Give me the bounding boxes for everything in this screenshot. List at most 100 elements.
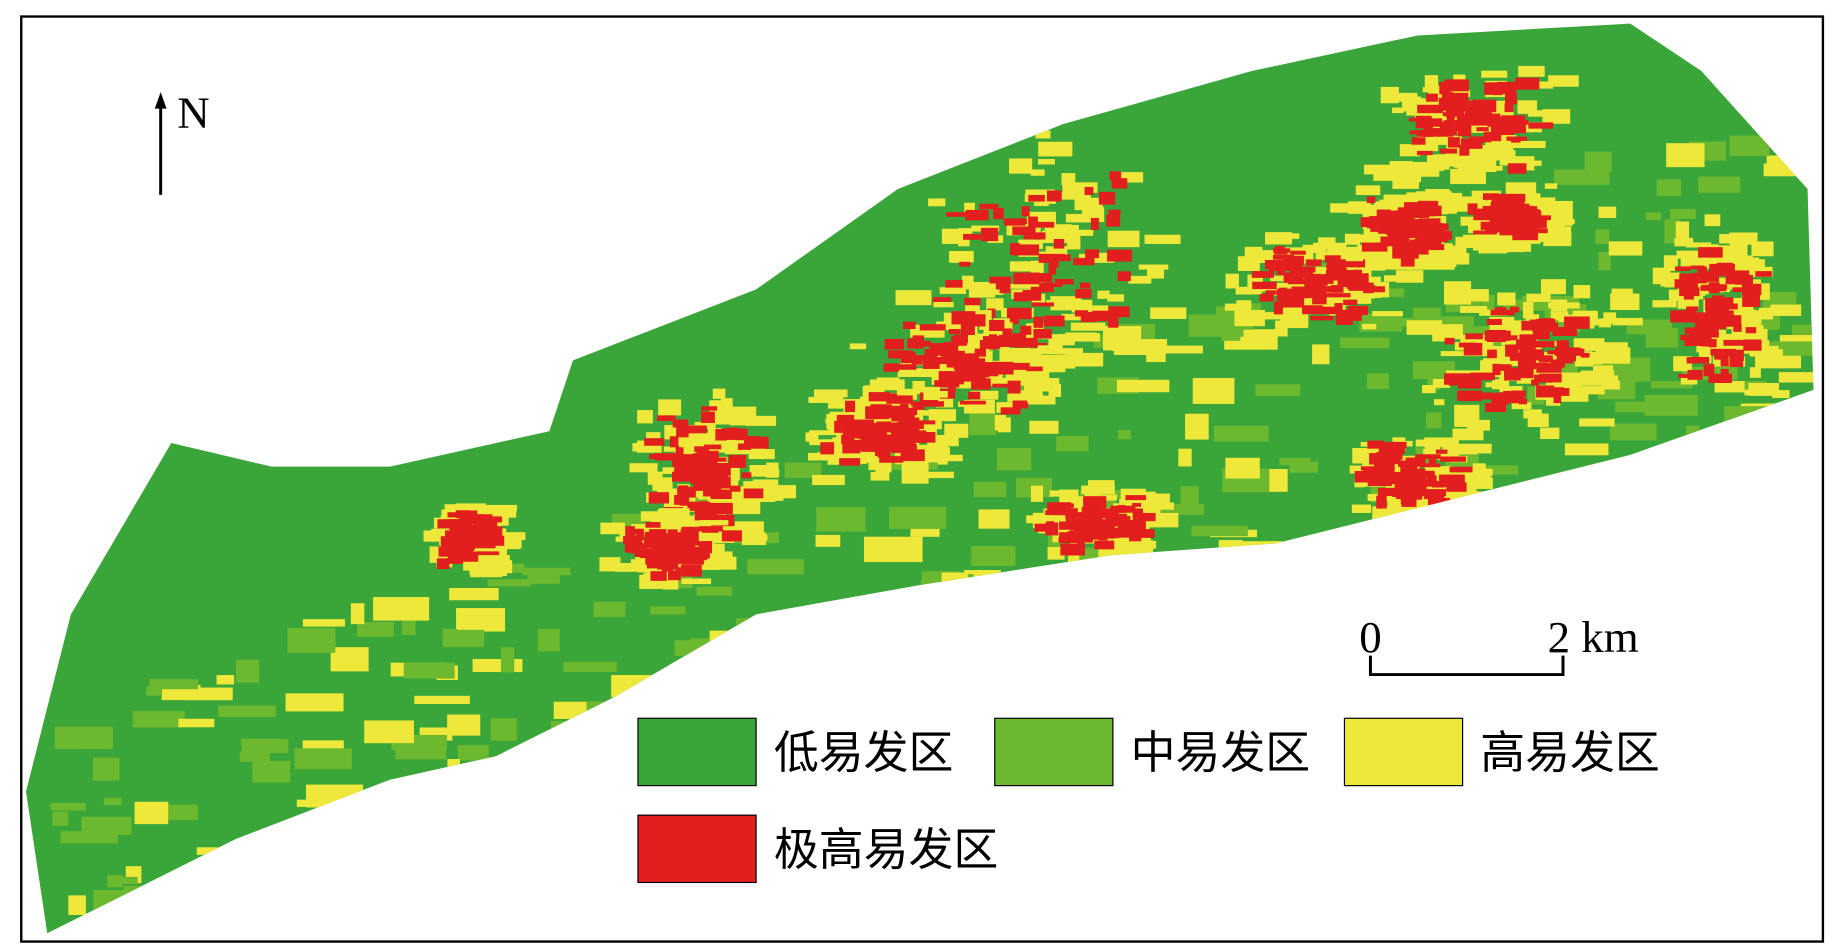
raster-patch	[968, 391, 981, 400]
raster-patch	[473, 521, 498, 530]
raster-patch	[72, 735, 107, 749]
raster-patch	[868, 392, 890, 402]
raster-patch	[1458, 443, 1492, 454]
raster-patch	[674, 463, 690, 472]
raster-patch	[963, 233, 981, 240]
raster-patch	[1510, 223, 1534, 231]
raster-patch	[1524, 352, 1544, 358]
raster-patch	[1266, 469, 1288, 492]
raster-patch	[865, 443, 874, 451]
raster-patch	[1677, 297, 1699, 309]
raster-patch	[865, 422, 888, 433]
raster-patch	[1556, 352, 1577, 362]
raster-patch	[679, 497, 690, 506]
legend-swatch	[994, 717, 1114, 787]
raster-patch	[483, 532, 498, 545]
raster-patch	[1084, 186, 1094, 196]
raster-patch	[1340, 259, 1366, 268]
raster-patch	[1377, 487, 1403, 497]
raster-patch	[1117, 505, 1126, 513]
raster-patch	[1498, 120, 1508, 133]
raster-patch	[1055, 348, 1083, 355]
raster-patch	[1548, 75, 1579, 87]
raster-patch	[645, 539, 665, 549]
raster-patch	[447, 512, 462, 518]
raster-patch	[1405, 462, 1418, 471]
raster-patch	[1603, 312, 1617, 324]
raster-patch	[1076, 523, 1102, 529]
raster-patch	[1273, 248, 1291, 253]
raster-patch	[1708, 373, 1733, 384]
raster-patch	[1121, 520, 1146, 531]
raster-patch	[1059, 521, 1081, 530]
raster-patch	[330, 647, 369, 672]
raster-patch	[1073, 257, 1095, 266]
raster-patch	[1690, 265, 1705, 270]
raster-patch	[1391, 446, 1405, 455]
raster-patch	[941, 228, 964, 244]
raster-patch	[826, 452, 844, 458]
raster-patch	[1508, 123, 1527, 134]
raster-patch	[1554, 169, 1610, 185]
legend-label: 低易发区	[774, 728, 954, 778]
raster-patch	[1425, 189, 1450, 198]
raster-patch	[707, 502, 733, 515]
raster-patch	[395, 739, 447, 760]
raster-patch	[1595, 342, 1628, 354]
raster-patch	[1710, 265, 1730, 274]
raster-patch	[648, 454, 664, 459]
raster-patch	[843, 410, 866, 422]
raster-patch	[1376, 468, 1394, 475]
raster-patch	[665, 539, 692, 548]
raster-patch	[178, 718, 215, 728]
raster-patch	[1128, 275, 1152, 284]
raster-patch	[949, 251, 974, 263]
raster-patch	[236, 659, 260, 683]
raster-patch	[1651, 381, 1693, 389]
raster-patch	[1108, 306, 1130, 318]
raster-patch	[1512, 227, 1539, 241]
raster-patch	[946, 212, 971, 217]
raster-patch	[1071, 516, 1084, 526]
raster-patch	[953, 354, 980, 362]
raster-patch	[1531, 215, 1551, 221]
raster-patch	[934, 380, 960, 388]
raster-patch	[1492, 363, 1501, 376]
raster-patch	[1484, 82, 1503, 95]
raster-patch	[1038, 254, 1050, 263]
raster-patch	[1497, 292, 1516, 306]
raster-patch	[1745, 327, 1757, 334]
raster-patch	[1720, 355, 1729, 367]
raster-patch	[729, 485, 741, 492]
raster-patch	[1501, 336, 1517, 346]
raster-patch	[1399, 144, 1420, 157]
raster-patch	[1044, 224, 1072, 234]
raster-patch	[294, 748, 352, 770]
raster-patch	[1509, 306, 1520, 313]
raster-patch	[917, 340, 931, 347]
raster-patch	[1465, 333, 1483, 340]
raster-patch	[1464, 114, 1490, 126]
raster-patch	[1003, 362, 1030, 370]
raster-patch	[1039, 282, 1063, 288]
raster-patch	[667, 570, 681, 581]
raster-patch	[969, 410, 997, 436]
raster-patch	[948, 329, 961, 335]
raster-patch	[1404, 212, 1415, 223]
raster-patch	[447, 714, 481, 736]
raster-patch	[1518, 65, 1545, 77]
raster-patch	[1540, 319, 1552, 325]
raster-patch	[888, 350, 913, 359]
raster-patch	[1679, 273, 1699, 282]
raster-patch	[663, 446, 676, 452]
raster-patch	[928, 198, 946, 207]
raster-patch	[1132, 503, 1142, 507]
raster-patch	[1485, 465, 1519, 475]
raster-patch	[1013, 244, 1040, 256]
raster-patch	[1690, 331, 1712, 345]
raster-patch	[1428, 459, 1437, 467]
raster-patch	[865, 406, 880, 411]
raster-patch	[1525, 212, 1541, 226]
raster-patch	[1106, 214, 1121, 227]
raster-patch	[1362, 469, 1378, 478]
